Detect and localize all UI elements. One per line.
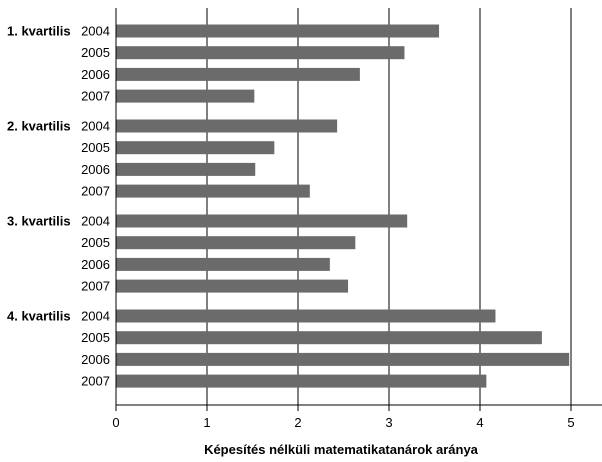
bar-1-2004 (116, 24, 440, 38)
year-label: 2006 (81, 352, 110, 367)
year-label: 2004 (81, 24, 110, 39)
tick-label-2: 2 (294, 415, 301, 430)
tick-label-0: 0 (112, 415, 119, 430)
year-label: 2004 (81, 214, 110, 229)
bars (116, 24, 570, 388)
bar-2-2005 (116, 141, 275, 155)
tick-label-4: 4 (476, 415, 483, 430)
tick-label-5: 5 (567, 415, 574, 430)
group-label-3: 3. kvartilis (7, 214, 71, 229)
bar-3-2005 (116, 236, 356, 250)
group-label-2: 2. kvartilis (7, 119, 71, 134)
x-axis-title: Képesítés nélküli matematikatanárok arán… (204, 442, 479, 457)
bar-1-2005 (116, 46, 405, 60)
bar-1-2007 (116, 89, 255, 103)
bar-1-2006 (116, 67, 360, 81)
bar-3-2006 (116, 257, 330, 271)
x-axis: 0 1 2 3 4 5 (112, 8, 602, 430)
grid-lines (206, 8, 572, 405)
bar-4-2006 (116, 352, 570, 366)
year-label: 2005 (81, 235, 110, 250)
year-label: 2006 (81, 162, 110, 177)
group-label-4: 4. kvartilis (7, 309, 71, 324)
bar-2-2006 (116, 162, 256, 176)
bar-2-2004 (116, 119, 338, 133)
bar-3-2007 (116, 279, 349, 293)
year-label: 2007 (81, 89, 110, 104)
year-label: 2005 (81, 140, 110, 155)
tick-label-1: 1 (203, 415, 210, 430)
bar-3-2004 (116, 214, 408, 228)
year-label: 2005 (81, 330, 110, 345)
group-label-1: 1. kvartilis (7, 24, 71, 39)
tick-label-3: 3 (385, 415, 392, 430)
bar-4-2005 (116, 331, 542, 345)
category-labels: 2004 2005 2006 2007 1. kvartilis 2004 2005 2006… (7, 24, 110, 389)
year-label: 2007 (81, 279, 110, 294)
bar-4-2004 (116, 309, 496, 323)
year-label: 2005 (81, 45, 110, 60)
year-label: 2007 (81, 184, 110, 199)
year-label: 2004 (81, 309, 110, 324)
year-label: 2007 (81, 374, 110, 389)
year-label: 2006 (81, 67, 110, 82)
year-label: 2004 (81, 119, 110, 134)
bar-2-2007 (116, 184, 310, 198)
year-label: 2006 (81, 257, 110, 272)
bar-4-2007 (116, 374, 487, 388)
